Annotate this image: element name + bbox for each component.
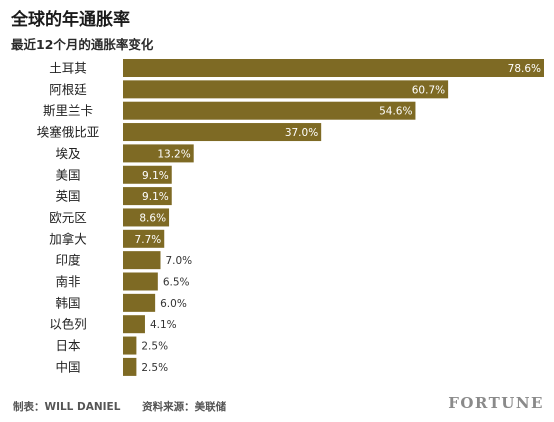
category-label: 英国 (55, 189, 80, 204)
value-label: 60.7% (412, 84, 445, 96)
category-label: 欧元区 (49, 210, 87, 225)
category-label: 南非 (55, 274, 80, 289)
bar (123, 187, 172, 206)
category-label: 埃及 (55, 146, 81, 161)
category-label: 埃塞俄比亚 (37, 125, 100, 140)
value-label: 7.7% (135, 234, 162, 246)
chart-title: 全球的年通胀率 (11, 10, 130, 30)
bar (123, 144, 194, 163)
bar (123, 208, 170, 227)
value-label: 13.2% (157, 148, 190, 160)
value-label: 8.6% (139, 212, 166, 224)
category-label: 中国 (55, 359, 80, 374)
category-label: 阿根廷 (49, 82, 87, 97)
value-label: 7.0% (165, 255, 192, 267)
bar (123, 101, 416, 120)
value-label: 6.0% (160, 298, 187, 310)
credit-text: 制表：WILL DANIEL (13, 401, 121, 413)
bar (123, 165, 172, 184)
bar (123, 251, 161, 270)
bar (123, 357, 137, 376)
value-label: 2.5% (141, 362, 168, 374)
brand-logo: FORTUNE (448, 394, 544, 412)
value-label: 78.6% (508, 63, 541, 75)
value-label: 9.1% (142, 191, 169, 203)
value-label: 54.6% (379, 106, 412, 118)
bar (123, 272, 158, 291)
bar (123, 80, 449, 99)
value-label: 9.1% (142, 170, 169, 182)
chart-subtitle: 最近12个月的通胀率变化 (11, 37, 154, 52)
category-label: 美国 (55, 167, 80, 182)
bar (123, 293, 156, 312)
category-label: 日本 (55, 338, 81, 353)
bar (123, 229, 165, 248)
category-label: 土耳其 (49, 61, 87, 76)
category-label: 斯里兰卡 (43, 103, 93, 118)
value-label: 37.0% (285, 127, 318, 139)
category-label: 印度 (55, 253, 81, 268)
category-label: 韩国 (55, 295, 80, 310)
category-label: 加拿大 (49, 231, 87, 246)
source-text: 资料来源：美联储 (142, 401, 227, 413)
value-label: 2.5% (141, 341, 168, 353)
category-label: 以色列 (49, 317, 87, 332)
bar (123, 123, 322, 142)
value-label: 4.1% (150, 319, 177, 331)
bar (123, 315, 145, 334)
value-label: 6.5% (163, 277, 190, 289)
bar (123, 59, 544, 77)
chart-footer: 制表：WILL DANIEL 资料来源：美联储 (13, 399, 244, 414)
bar (123, 336, 137, 355)
